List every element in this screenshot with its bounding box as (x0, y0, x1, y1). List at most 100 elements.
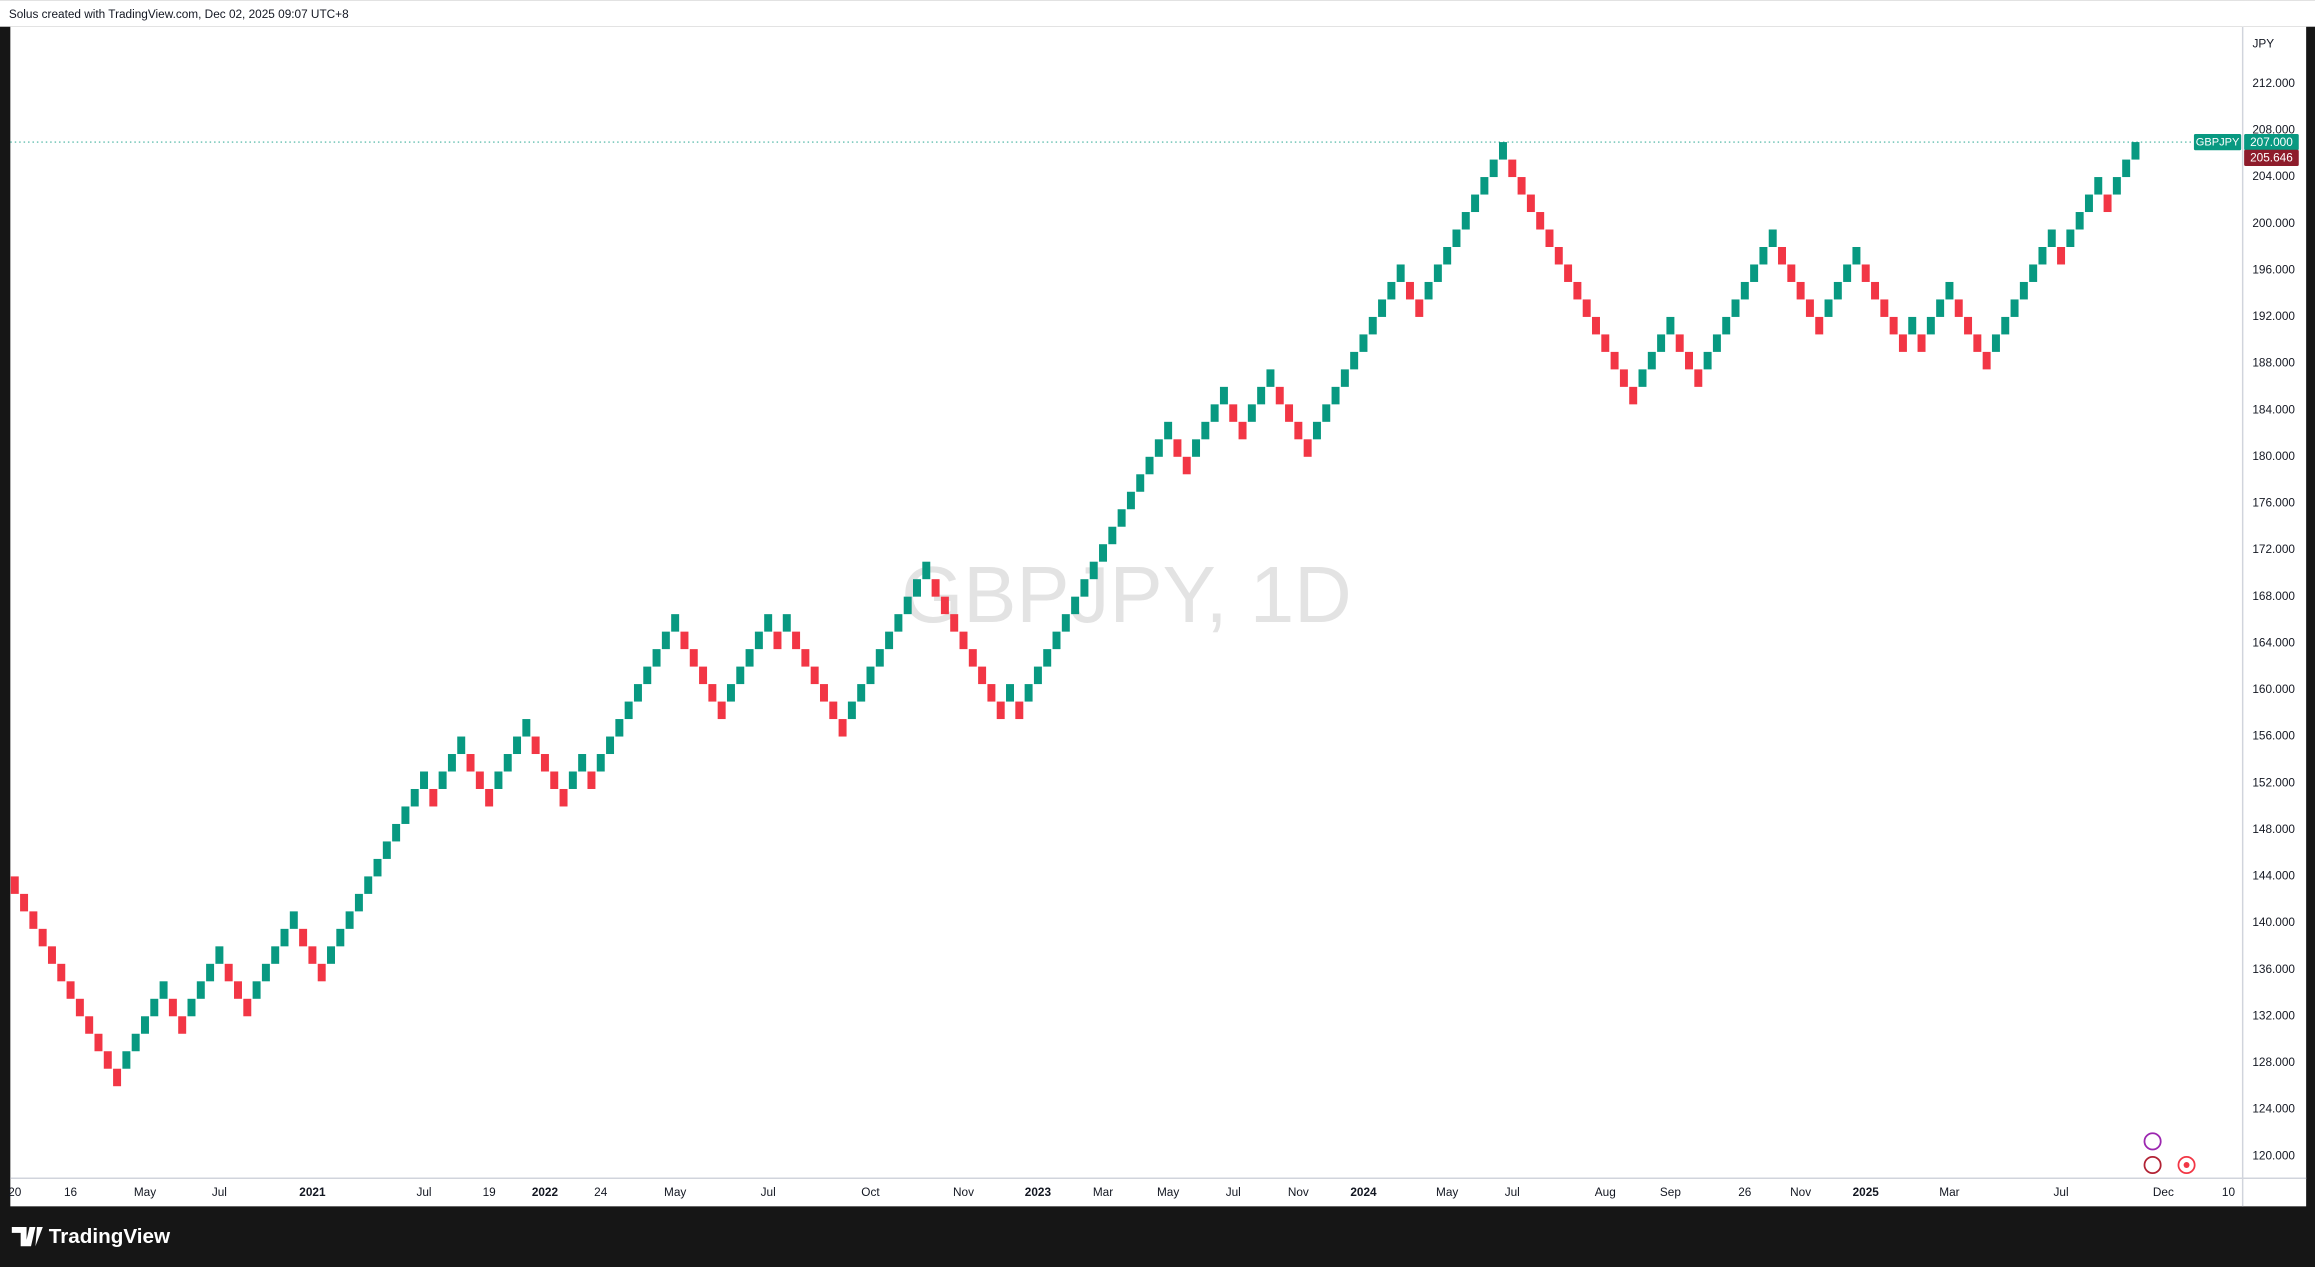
brick-up (1043, 649, 1052, 667)
x-tick-label: May (664, 1185, 686, 1199)
brick-up (1247, 404, 1256, 422)
x-tick-label: 16 (64, 1185, 78, 1199)
brick-down (1275, 386, 1284, 405)
brick-up (754, 631, 763, 650)
brick-down (1536, 212, 1545, 230)
brick-down (708, 684, 717, 702)
brick-down (587, 771, 596, 789)
header-text: Solus created with TradingView.com, Dec … (9, 7, 349, 21)
brick-up (633, 684, 642, 702)
brick-up (345, 911, 354, 929)
y-tick-label: 200.000 (2252, 216, 2295, 230)
brick-up (447, 754, 456, 772)
brick-down (699, 666, 708, 685)
brick-up (1126, 491, 1135, 510)
brick-down (475, 771, 484, 789)
x-tick-label: 19 (483, 1185, 496, 1199)
brick-down (20, 893, 29, 912)
brick-up (1498, 142, 1507, 160)
brick-up (1219, 386, 1228, 405)
y-tick-label: 208.000 (2252, 123, 2295, 137)
brick-down (1815, 316, 1824, 335)
x-tick-label: Jul (212, 1185, 227, 1199)
brick-up (1192, 439, 1201, 457)
brick-down (1861, 264, 1870, 282)
brick-up (1926, 316, 1935, 335)
x-tick-label: Jul (1226, 1185, 1241, 1199)
brick-down (1610, 351, 1619, 370)
brick-down (1871, 281, 1880, 300)
brick-up (1061, 614, 1070, 632)
brick-up (1331, 386, 1340, 405)
brick-up (1666, 316, 1675, 335)
brick-down (1675, 334, 1684, 352)
brick-up (726, 684, 735, 702)
brick-up (1647, 351, 1656, 370)
brick-up (1312, 421, 1321, 440)
brick-up (261, 963, 270, 982)
y-tick-label: 132.000 (2252, 1008, 2295, 1022)
brick-down (773, 631, 782, 650)
icon[interactable] (2177, 1155, 2196, 1175)
brick-down (29, 911, 38, 929)
x-tick-label: Jul (2054, 1185, 2069, 1199)
brick-up (875, 649, 884, 667)
brick-up (2029, 264, 2038, 282)
brick-up (1210, 404, 1219, 422)
brick-up (578, 754, 587, 772)
brick-up (420, 771, 429, 789)
brick-up (206, 963, 215, 982)
icon[interactable] (2143, 1132, 2162, 1151)
brick-up (1322, 404, 1331, 422)
brick-up (410, 788, 419, 807)
brick-up (661, 631, 670, 650)
brick-up (2131, 142, 2140, 160)
x-tick-label: Jul (761, 1185, 776, 1199)
x-tick-label: 26 (1738, 1185, 1752, 1199)
brick-up (1833, 281, 1842, 300)
brick-down (810, 666, 819, 685)
brick-down (485, 788, 494, 807)
brick-up (150, 998, 159, 1017)
brick-up (280, 928, 289, 947)
brick-up (1378, 299, 1387, 317)
brick-down (819, 684, 828, 702)
brick-up (392, 823, 401, 842)
brick-down (1964, 316, 1973, 335)
brick-up (252, 981, 261, 999)
brick-down (66, 981, 75, 999)
y-tick-label: 136.000 (2252, 962, 2295, 976)
brick-up (1340, 369, 1349, 387)
brick-down (1545, 229, 1554, 247)
brick-up (615, 719, 624, 737)
y-tick-label: 164.000 (2252, 635, 2295, 649)
brick-down (1619, 369, 1628, 387)
brick-up (187, 998, 196, 1017)
brick-up (1359, 334, 1368, 352)
brick-up (1257, 386, 1266, 405)
brick-up (494, 771, 503, 789)
brick-up (364, 876, 373, 894)
brick-down (959, 631, 968, 650)
brick-up (1071, 596, 1080, 615)
brick-up (2066, 229, 2075, 247)
brick-up (1368, 316, 1377, 335)
x-tick-label: Nov (953, 1185, 974, 1199)
x-tick-label: 10 (2222, 1185, 2236, 1199)
brick-up (2075, 212, 2084, 230)
x-tick-label: Jul (416, 1185, 431, 1199)
brick-up (1433, 264, 1442, 282)
brick-up (438, 771, 447, 789)
brick-up (271, 946, 280, 964)
brick-down (1629, 386, 1638, 405)
brick-down (1173, 439, 1182, 457)
icon[interactable] (2143, 1155, 2162, 1175)
brick-up (373, 858, 382, 877)
brick-up (503, 754, 512, 772)
brick-down (1973, 334, 1982, 352)
brick-up (140, 1016, 149, 1034)
x-tick-label: 2025 (1853, 1185, 1880, 1199)
y-tick-label: 152.000 (2252, 775, 2295, 789)
brick-up (336, 928, 345, 947)
